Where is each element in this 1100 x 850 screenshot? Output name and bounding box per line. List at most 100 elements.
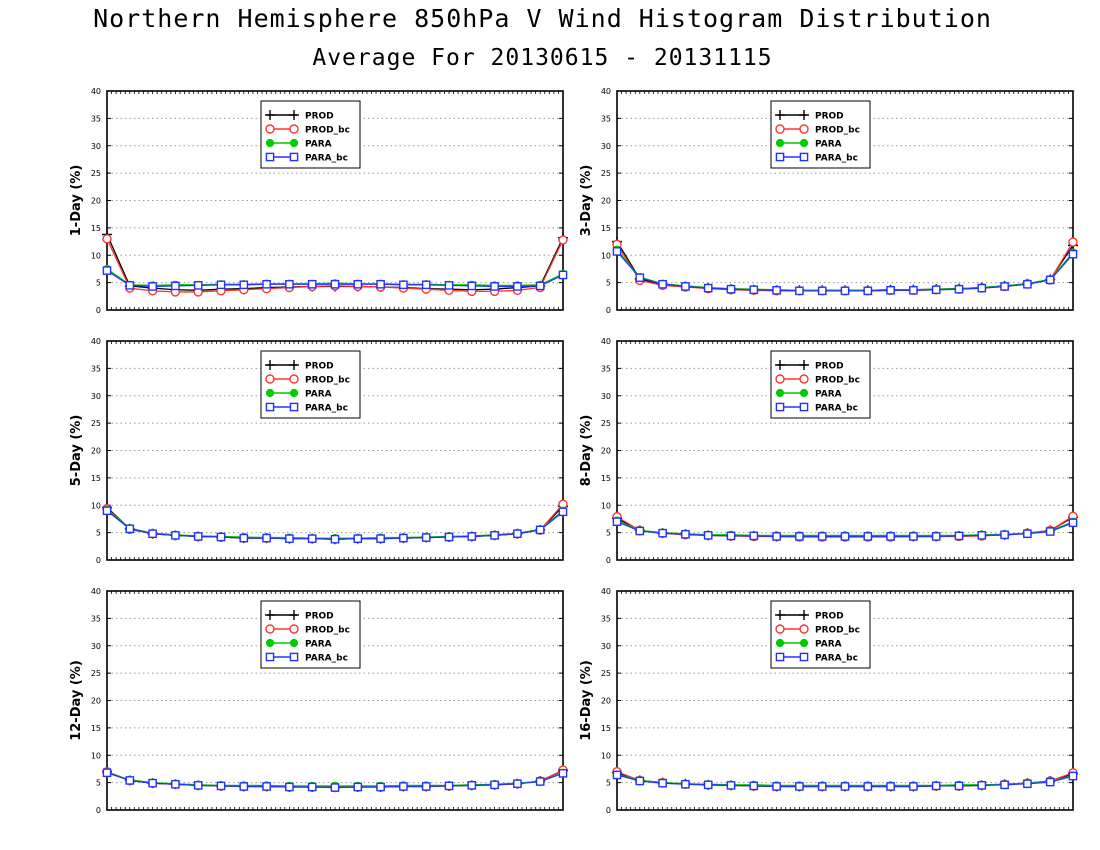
para-bc-marker [421,533,431,542]
y-axis-label: 1-Day (%) [69,165,84,237]
para-bc-marker [1068,771,1078,781]
y-axis-label: 8-Day (%) [579,415,594,487]
chart-title: Northern Hemisphere 850hPa V Wind Histog… [93,4,992,33]
y-tick-label: 25 [91,169,101,178]
chart-panel: 0 5 10 15 20 25 30 35 40 3-Day (%) PROD PROD_bc PARA… [579,87,1078,315]
y-tick-label: 0 [96,306,101,315]
para-bc-marker [840,782,850,791]
para-bc-marker [148,529,157,539]
para-bc-marker [749,781,759,791]
legend-label: PARA [815,390,842,400]
para-bc-marker [239,533,249,543]
y-tick-label: 20 [601,697,611,706]
para-bc-marker [490,282,499,291]
para-bc-marker [931,781,941,791]
para-marker [799,388,809,398]
para-bc-marker [513,779,522,789]
prod-bc-marker [775,624,785,634]
para-bc-marker [265,152,275,162]
para-bc-marker [726,531,736,541]
para-marker [289,138,299,148]
y-tick-label: 5 [606,529,611,538]
para-bc-marker [954,781,964,791]
legend: PROD PROD_bc PARA PARA_bc [770,100,871,169]
para-bc-marker [444,281,454,290]
para-bc-marker [102,506,112,516]
para-bc-marker [239,782,249,791]
y-axis-label: 16-Day (%) [579,660,594,741]
legend-label: PROD_bc [815,376,860,386]
para-bc-marker [262,782,271,791]
para-bc-marker [635,526,645,536]
para-bc-marker [703,283,713,293]
legend-label: PARA_bc [815,654,858,664]
legend: PROD PROD_bc PARA PARA_bc [260,100,361,169]
para-bc-marker [909,782,918,791]
y-tick-label: 25 [601,169,611,178]
para-bc-marker [307,279,317,289]
legend-label: PROD_bc [815,626,860,636]
para-bc-marker [535,281,545,291]
para-bc-marker [863,782,873,791]
para-bc-marker [125,524,135,534]
legend-label: PROD_bc [815,126,860,136]
y-tick-label: 40 [601,337,611,346]
para-bc-marker [330,534,340,544]
para-bc-marker [171,779,180,789]
para-bc-marker [799,152,809,162]
y-tick-label: 20 [91,197,101,206]
y-tick-label: 30 [601,392,611,401]
para-bc-marker [658,778,667,788]
para-bc-marker [954,284,964,294]
para-bc-marker [775,152,785,162]
y-tick-label: 5 [96,529,101,538]
legend-label: PARA [305,640,332,650]
y-tick-label: 5 [96,279,101,288]
para-marker [775,388,785,398]
y-tick-label: 20 [91,697,101,706]
para-bc-marker [289,402,299,412]
legend-label: PROD [305,112,334,122]
para-marker [265,138,275,148]
legend-label: PROD [815,362,844,372]
para-bc-marker [289,152,299,162]
legend: PROD PROD_bc PARA PARA_bc [260,600,361,669]
para-bc-marker [799,402,809,412]
legend-label: PARA_bc [305,404,348,414]
y-tick-label: 0 [606,556,611,565]
para-bc-marker [726,284,736,294]
para-bc-marker [1045,777,1055,787]
para-bc-marker [840,286,850,296]
para-bc-marker [772,782,781,791]
y-tick-label: 0 [606,306,611,315]
para-bc-marker [749,531,759,541]
para-bc-marker [171,281,180,291]
para-bc-marker [612,247,622,256]
plot-frame [616,590,1074,811]
y-tick-label: 35 [601,614,611,623]
para-bc-marker [353,279,363,289]
legend-label: PARA [305,140,332,150]
para-bc-marker [171,531,180,540]
y-axis-label: 12-Day (%) [69,660,84,741]
para-bc-marker [444,532,454,542]
y-tick-label: 40 [601,87,611,96]
prod-bc-marker [775,124,785,134]
para-bc-marker [376,279,385,289]
para-bc-marker [558,769,568,778]
y-tick-label: 10 [601,501,611,510]
para-bc-marker [612,770,622,780]
para-bc-marker [1000,530,1009,540]
para-bc-marker [490,531,499,540]
para-bc-marker [467,532,477,541]
para-bc-marker [909,532,918,541]
para-bc-marker [977,283,987,293]
prod-bc-marker [799,624,809,634]
prod-bc-marker [1068,237,1078,247]
para-bc-marker [421,782,431,791]
para-bc-marker [558,507,568,517]
prod-bc-marker [102,234,112,244]
prod-bc-marker [775,374,785,384]
para-bc-marker [467,781,477,790]
para-bc-marker [909,285,918,295]
